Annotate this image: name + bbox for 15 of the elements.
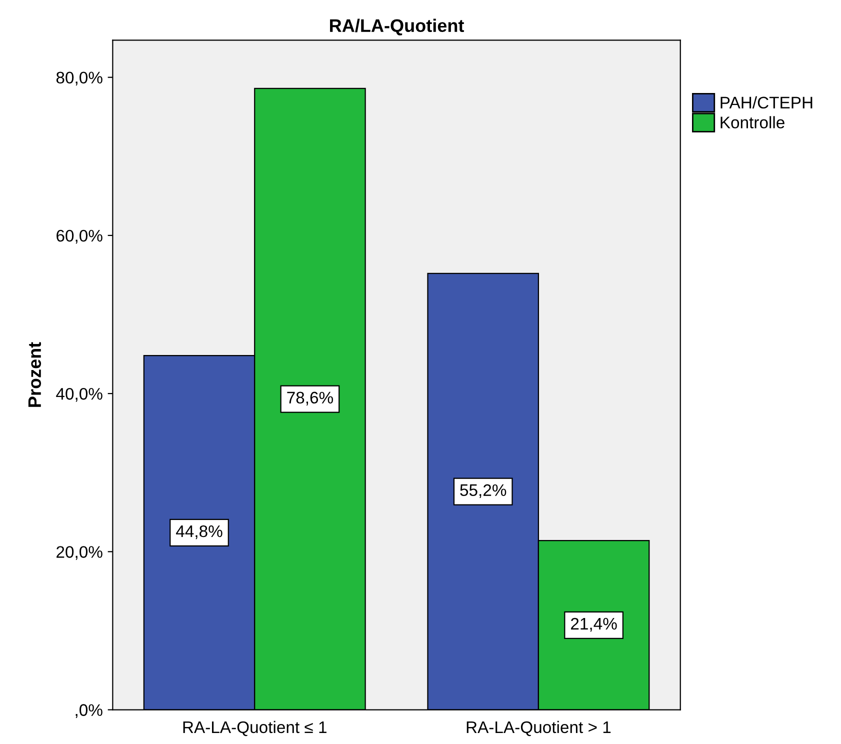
data-label: 78,6%: [287, 392, 333, 406]
x-tick-label: RA-LA-Quotient > 1: [466, 720, 611, 736]
data-label: 44,8%: [176, 525, 222, 540]
chart-title: RA/LA-Quotient: [330, 18, 464, 36]
x-tick-label: RA-LA-Quotient ≤ 1: [183, 720, 326, 736]
data-label: 21,4%: [571, 618, 617, 632]
data-label: 55,2%: [460, 484, 506, 498]
y-tick-label: 20,0%: [56, 546, 102, 560]
y-tick-label: ,0%: [76, 704, 102, 718]
legend-label: Kontrolle: [720, 116, 784, 128]
y-axis-title: Prozent: [28, 342, 42, 407]
y-tick-label: 80,0%: [56, 72, 102, 86]
legend-label: PAH/CTEPH: [720, 96, 812, 109]
y-tick-label: 40,0%: [56, 388, 102, 402]
y-tick-label: 60,0%: [56, 230, 102, 244]
